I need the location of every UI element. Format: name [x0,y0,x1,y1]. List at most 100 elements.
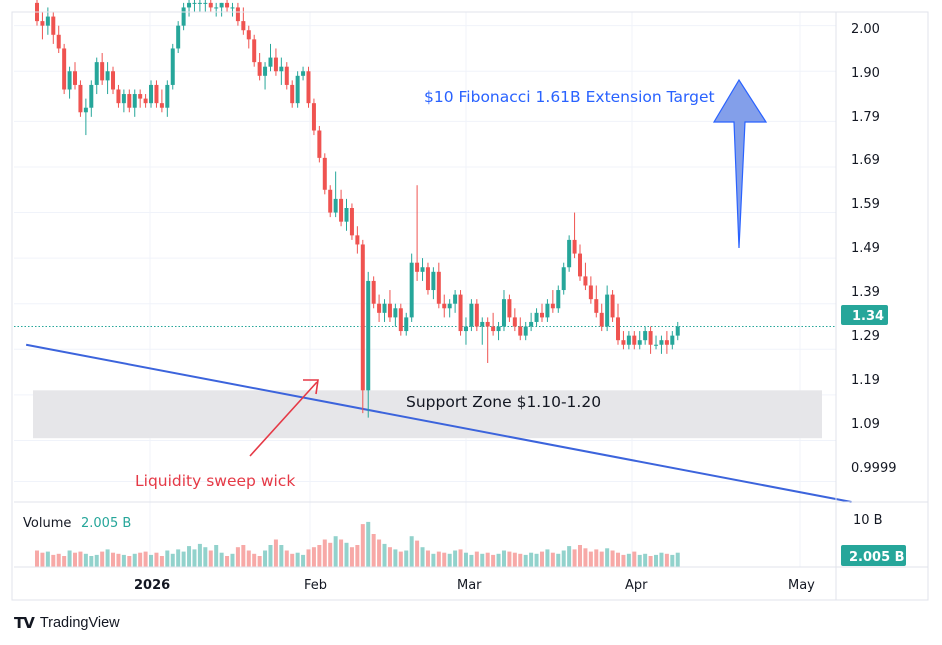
volume-bar [306,549,311,567]
candle [366,271,371,418]
candle [675,321,680,341]
candle-body [507,299,512,318]
volume-bar [284,550,289,567]
grid [14,12,836,567]
candle [273,48,278,76]
candle [659,335,664,354]
candle-body [208,2,213,8]
candle-body [203,2,208,4]
volume-bar [235,547,240,567]
candle-body [664,340,669,345]
volume-bar [192,549,197,567]
candle [83,98,88,136]
candle [214,2,219,17]
volume-bar [138,552,143,567]
candle [165,80,170,117]
volume-bar [121,554,126,567]
chart-frame [11,11,929,601]
volume-bar [534,553,539,567]
x-tick: Mar [457,578,482,593]
candle-body [366,280,371,391]
candle-body [339,198,344,222]
candle [181,2,186,31]
volume-bar [165,550,170,567]
volume-bar [181,551,186,567]
volume-bar [545,549,550,567]
candle [62,43,67,95]
candle-body [610,294,615,318]
volume-bar [51,554,56,567]
candle-body [45,16,50,26]
candle [398,303,403,336]
candle [518,317,523,341]
candle [567,235,572,272]
candle [132,89,137,117]
candle-body [425,267,430,291]
volume-bar [507,551,512,567]
candle-body [420,267,425,272]
y-axis: 2.00 1.90 1.79 1.69 1.59 1.49 1.39 1.29 … [851,22,897,476]
volume-bar [301,554,306,567]
candle-body [670,335,675,345]
candle [252,34,257,67]
volume-bar [111,552,116,567]
candle [127,89,132,113]
y-tick: 1.29 [851,329,880,344]
volume-bar [344,542,349,567]
candle [35,0,39,26]
volume-legend-value: 2.005 B [81,516,131,531]
candle [425,262,430,295]
candle [317,125,322,163]
volume-bar [398,551,403,567]
candle-body [176,25,181,49]
y-tick: 1.79 [851,110,880,125]
candle-body [567,239,572,268]
candle-body [62,48,67,90]
volume-bar [116,553,121,567]
candle [491,312,496,336]
candle-body [40,21,45,26]
volume-bar [149,554,154,567]
volume-bar [62,556,67,567]
volume-bar [322,539,327,567]
candle-body [214,7,219,9]
candle [301,66,306,81]
candle [176,21,181,54]
candle-body [138,94,143,99]
candle [328,185,333,218]
candle-body [360,244,365,391]
candle [415,185,420,281]
volume-bar [371,534,376,567]
candle [512,308,517,332]
candle [355,226,360,254]
volume-bar [328,542,333,567]
x-tick: Feb [304,578,327,593]
candle-body [453,294,458,304]
volume-bar [105,549,110,567]
candle-body [491,326,496,332]
tradingview-logo[interactable]: TV TradingView [14,614,120,632]
candle [588,276,593,304]
candle-body [436,271,441,304]
volume-bar [387,547,392,567]
candle [621,331,626,350]
volume-bar [45,551,50,567]
candle [474,299,479,332]
volume-bar [550,552,555,567]
volume-bar [458,549,463,567]
candle-body [409,262,414,318]
candle-body [523,326,528,336]
candle-body [89,84,94,108]
candle-body [485,321,490,327]
candle [73,62,78,90]
liquidity-sweep-label: Liquidity sweep wick [135,472,295,490]
candle-body [290,84,295,104]
candle [626,331,631,350]
candle [192,0,197,12]
volume-bar [176,549,181,567]
candle [306,66,311,108]
candle [78,80,83,117]
candle [40,12,45,40]
candle [295,71,300,108]
candle-body [501,299,506,327]
